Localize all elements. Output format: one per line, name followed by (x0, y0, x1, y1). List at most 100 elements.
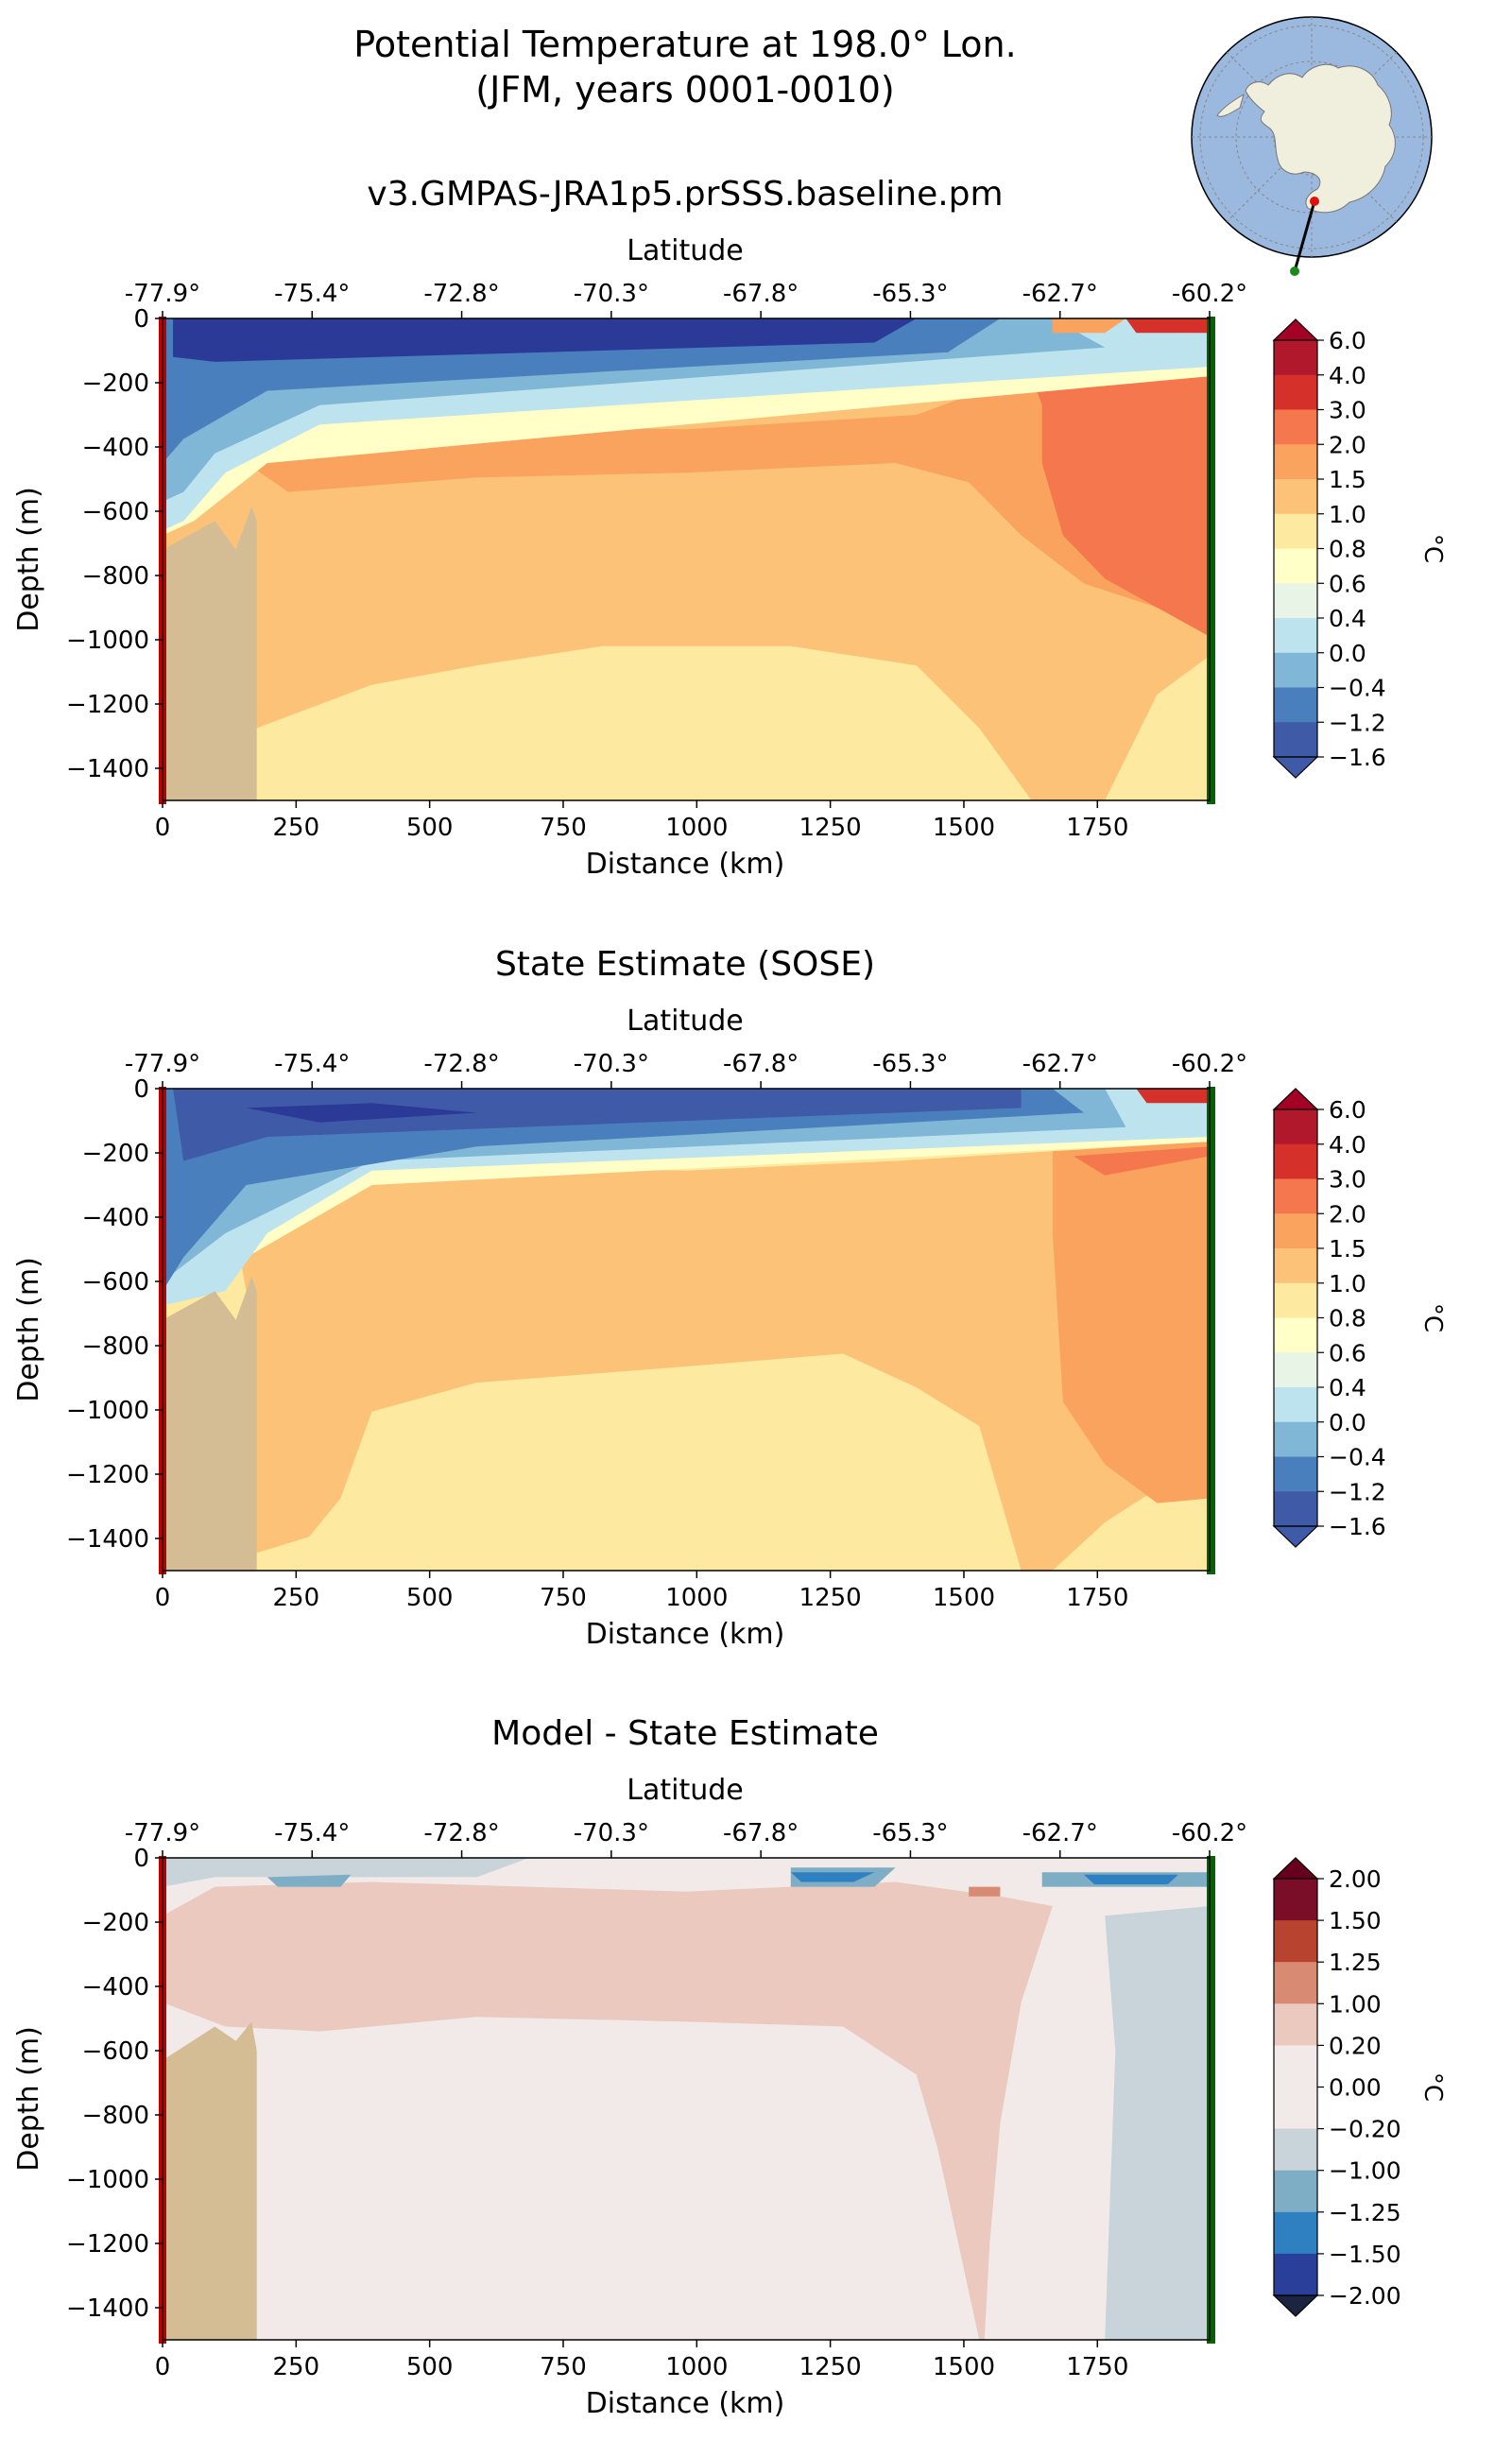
colorbar-tick-label: 0.8 (1329, 536, 1366, 563)
x-tick-label: 750 (540, 2353, 587, 2381)
lat-tick-label: -75.4° (274, 1050, 350, 1078)
y-tick-label: −400 (82, 1204, 149, 1232)
colorbar-band (1274, 2045, 1317, 2088)
x-tick-label: 500 (406, 2353, 454, 2381)
lat-tick-label: -67.8° (723, 1050, 799, 1078)
land-mask (163, 506, 257, 800)
transect-end-edge (1207, 1856, 1215, 2344)
lat-tick-label: -65.3° (872, 1819, 948, 1847)
x-tick-label: 250 (273, 1584, 320, 1612)
y-tick-label: 0 (133, 1075, 149, 1104)
colorbar-band (1274, 618, 1317, 654)
x-tick-label: 500 (406, 1584, 454, 1612)
x-tick-label: 1500 (933, 2353, 995, 2381)
colorbar-band (1274, 1879, 1317, 1921)
lat-tick-label: -67.8° (723, 1819, 799, 1847)
lat-tick-label: -62.7° (1022, 280, 1098, 308)
colorbar-band (1274, 409, 1317, 445)
colorbar-band (1274, 1352, 1317, 1388)
panel-3: Model - State Estimate 0 −200 −400 −600 −800 −… (12, 1714, 1447, 2420)
contour-region (1052, 318, 1126, 334)
transect-end-edge (1207, 317, 1215, 804)
panel-2: State Estimate (SOSE) 0 −200 −400 −600 −800 −1… (12, 945, 1447, 1651)
x-tick-label: 1500 (933, 1584, 995, 1612)
lat-tick-label: -70.3° (574, 1819, 649, 1847)
colorbar-unit-label: °C (1418, 534, 1447, 563)
lat-tick-label: -70.3° (574, 280, 649, 308)
colorbar-band (1274, 1456, 1317, 1492)
colorbar: 6.0 4.0 3.0 2.0 1.5 1.0 0.8 0.6 0.4 0.0 −0.4 −1.2 −1… (1272, 1088, 1447, 1548)
colorbar-unit-label: °C (1418, 1303, 1447, 1332)
top-axis-label: Latitude (627, 1774, 743, 1807)
colorbar-over-triangle (1272, 1857, 1319, 1880)
figure-title-line1: Potential Temperature at 198.0° Lon. (353, 24, 1016, 65)
axes-frame (162, 318, 1211, 801)
colorbar-band (1274, 2128, 1317, 2172)
x-tick-label: 1000 (665, 1584, 728, 1612)
lat-tick-label: -65.3° (872, 280, 948, 308)
colorbar-tick-label: −0.20 (1329, 2116, 1401, 2143)
x-axis-label: Distance (km) (586, 848, 785, 881)
colorbar-tick-label: 6.0 (1329, 1096, 1366, 1124)
x-tick-label: 1750 (1066, 814, 1128, 842)
panel-1: v3.GMPAS-JRA1p5.prSSS.baseline.pm 0 −200 −4… (12, 175, 1447, 881)
colorbar-tick-label: 0.00 (1329, 2074, 1382, 2102)
colorbar-band (1274, 1491, 1317, 1527)
colorbar-band (1274, 1213, 1317, 1249)
contour-region (235, 1137, 1210, 1258)
colorbar-band (1274, 2170, 1317, 2213)
colorbar-band (1274, 1387, 1317, 1423)
colorbar-band (1274, 1109, 1317, 1145)
x-tick-label: 1750 (1066, 2353, 1128, 2381)
colorbar-tick-label: 1.5 (1329, 466, 1366, 493)
x-tick-label: 250 (273, 2353, 320, 2381)
lat-tick-label: -62.7° (1022, 1819, 1098, 1847)
colorbar-tick-label: 1.0 (1329, 1270, 1366, 1297)
y-tick-label: 0 (133, 305, 149, 334)
colorbar-band (1274, 2211, 1317, 2255)
x-tick-label: 0 (155, 1584, 171, 1612)
colorbar-tick-label: −0.4 (1329, 675, 1386, 702)
colorbar-tick-label: 3.0 (1329, 397, 1366, 424)
lat-tick-label: -70.3° (574, 1050, 649, 1078)
colorbar-tick-label: 4.0 (1329, 362, 1366, 389)
colorbar-under-triangle (1272, 1525, 1319, 1548)
colorbar-tick-label: 1.50 (1329, 1907, 1382, 1934)
x-tick-label: 250 (273, 814, 320, 842)
colorbar-band (1274, 374, 1317, 410)
y-tick-label: −800 (82, 1332, 149, 1361)
contour-region (266, 1874, 352, 1887)
colorbar-band (1274, 479, 1317, 515)
lat-tick-label: -77.9° (125, 1050, 200, 1078)
colorbar-tick-label: 4.0 (1329, 1131, 1366, 1159)
colorbar-band (1274, 1962, 1317, 2004)
y-tick-label: −1200 (66, 2230, 149, 2259)
contour-region (225, 1142, 1210, 1571)
contour-region (163, 1881, 1053, 2340)
axes-frame (162, 1857, 1211, 2341)
colorbar-band (1274, 1920, 1317, 1963)
colorbar-tick-label: 0.6 (1329, 570, 1366, 597)
colorbar-tick-label: 0.4 (1329, 605, 1366, 632)
y-tick-label: −1400 (66, 1525, 149, 1554)
x-tick-label: 0 (155, 814, 171, 842)
lat-tick-label: -75.4° (274, 1819, 350, 1847)
colorbar-over-triangle (1272, 1088, 1319, 1110)
colorbar-tick-label: −1.00 (1329, 2157, 1401, 2185)
inset-map (1191, 16, 1433, 276)
colorbar-band (1274, 340, 1317, 376)
colorbar-band (1274, 652, 1317, 688)
axes-frame (162, 1088, 1211, 1572)
colorbar-band (1274, 2253, 1317, 2296)
lat-tick-label: -65.3° (872, 1050, 948, 1078)
plot-area (163, 1089, 1210, 1571)
transect-end-edge (1207, 1087, 1215, 1574)
plot-area (163, 318, 1210, 800)
top-axis-label: Latitude (627, 234, 743, 267)
lat-tick-label: -77.9° (125, 1819, 200, 1847)
colorbar-band (1274, 2003, 1317, 2046)
colorbar-tick-label: −0.4 (1329, 1444, 1386, 1471)
contour-region (173, 318, 917, 362)
lat-tick-label: -60.2° (1172, 1050, 1247, 1078)
